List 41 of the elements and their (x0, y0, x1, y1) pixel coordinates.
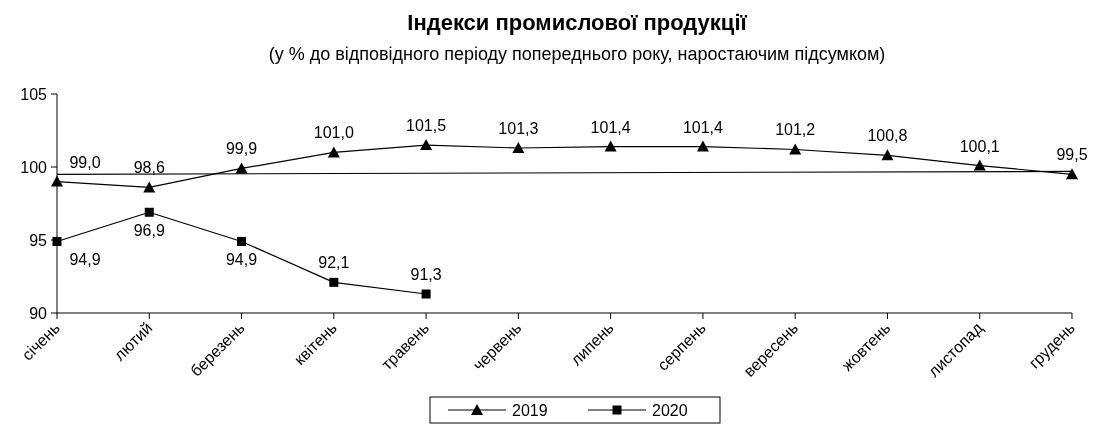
point (789, 143, 802, 155)
data-label: 92,1 (318, 254, 350, 272)
point (237, 236, 247, 246)
legend-label: 2020 (652, 402, 688, 419)
point (512, 142, 525, 154)
point (604, 140, 617, 152)
data-label: 101,2 (775, 121, 816, 139)
data-label: 99,0 (69, 153, 101, 171)
data-label: 94,9 (225, 251, 258, 269)
y-tick-label: 90 (29, 305, 48, 322)
chart-subtitle: (у % до відповідного періоду попереднього року, наростаючим підсумком) (268, 44, 886, 64)
y-tick-label: 100 (20, 159, 48, 176)
y-tick-label: 105 (20, 86, 48, 103)
data-label: 94,9 (69, 251, 101, 269)
point (235, 162, 248, 174)
data-label: 101,0 (313, 124, 354, 142)
data-label: 96,9 (133, 222, 165, 240)
point (143, 181, 156, 193)
point (51, 175, 63, 187)
data-label: 91,3 (410, 266, 442, 284)
point (421, 289, 431, 299)
y-tick-label: 95 (29, 232, 48, 249)
point (1066, 168, 1078, 180)
point (327, 146, 340, 158)
chart-title: Індекси промислової продукції (407, 10, 748, 35)
point (420, 139, 433, 151)
data-label: 99,5 (1056, 146, 1088, 164)
point (696, 140, 709, 152)
point (144, 207, 154, 217)
data-label: 101,5 (406, 117, 447, 135)
point (881, 149, 894, 161)
data-label: 98,6 (133, 159, 165, 177)
data-label: 101,4 (682, 118, 724, 136)
legend-label: 2019 (512, 402, 548, 419)
data-label: 99,9 (225, 140, 258, 158)
data-label: 101,4 (590, 118, 631, 136)
point (329, 277, 339, 287)
data-label: 101,3 (498, 120, 539, 138)
data-label: 100,8 (867, 127, 908, 145)
point (973, 159, 986, 171)
data-label: 100,1 (959, 137, 1000, 155)
